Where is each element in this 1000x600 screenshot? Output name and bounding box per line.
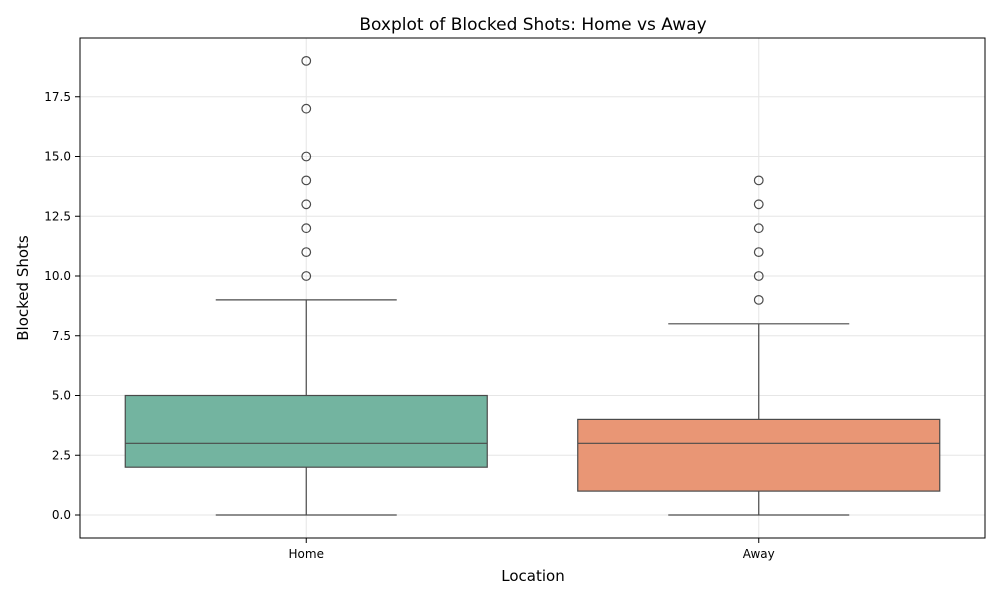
outlier-point — [301, 223, 312, 234]
y-axis-label: Blocked Shots — [14, 235, 32, 341]
y-axis-ticks: 0.0 2.5 5.0 7.5 10.0 12.5 15.0 17.5 — [44, 90, 80, 522]
outlier-point — [753, 295, 764, 305]
box-away — [577, 175, 941, 516]
x-tick-label: Home — [289, 547, 324, 561]
outlier-point — [301, 151, 312, 162]
y-tick-label: 10.0 — [44, 269, 71, 283]
outlier-point — [301, 271, 312, 281]
y-tick-label: 7.5 — [52, 329, 71, 343]
y-tick-label: 12.5 — [44, 209, 71, 223]
outlier-point — [301, 56, 312, 66]
outlier-point — [753, 247, 764, 258]
y-tick-label: 15.0 — [44, 150, 71, 164]
outlier-point — [753, 271, 764, 281]
x-tick-label: Away — [743, 547, 775, 561]
chart-title: Boxplot of Blocked Shots: Home vs Away — [359, 15, 706, 35]
outlier-point — [301, 199, 312, 210]
box-home — [124, 56, 488, 516]
outlier-point — [301, 103, 312, 114]
outlier-point — [753, 175, 764, 186]
outlier-point — [753, 223, 764, 234]
iqr-box — [577, 418, 941, 492]
outlier-point — [753, 199, 764, 210]
outlier-point — [301, 175, 312, 186]
x-axis-ticks: Home Away — [289, 538, 775, 561]
y-tick-label: 5.0 — [52, 389, 71, 403]
box-series — [124, 56, 941, 516]
plot-area — [79, 37, 986, 539]
y-tick-label: 17.5 — [44, 90, 71, 104]
y-tick-label: 0.0 — [52, 508, 71, 522]
y-tick-label: 2.5 — [52, 448, 71, 462]
x-axis-label: Location — [501, 567, 564, 585]
outlier-point — [301, 247, 312, 258]
iqr-box — [124, 394, 488, 468]
